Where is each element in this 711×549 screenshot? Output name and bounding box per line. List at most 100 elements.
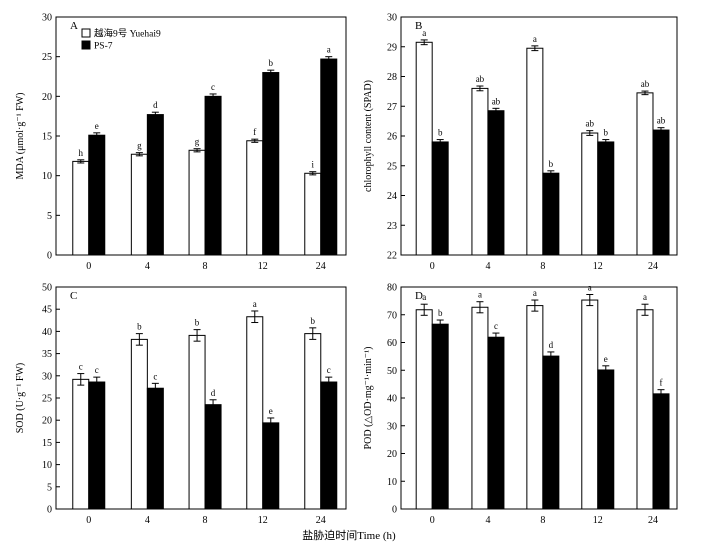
panel-c: 0 5 10 15 20 25 30 35 40 45 50 SOD (U·g⁻¹ FW) C 0 4 8 12… — [15, 283, 347, 526]
bar-ps7 — [487, 336, 505, 510]
x-tick-label: 0 — [430, 515, 435, 526]
x-tick-label: 0 — [86, 261, 91, 272]
y-tick-label: 30 — [387, 421, 397, 432]
y-tick-label: 15 — [42, 132, 52, 143]
x-tick-label: 8 — [203, 261, 208, 272]
significance-letter: h — [79, 148, 84, 158]
bar-ps7 — [320, 381, 338, 510]
significance-letter: e — [269, 406, 273, 416]
significance-letter: a — [253, 299, 257, 309]
significance-letter: a — [327, 45, 331, 55]
x-tick-label: 12 — [258, 261, 268, 272]
significance-letter: a — [588, 282, 592, 292]
y-tick-label: 20 — [387, 449, 397, 460]
legend-swatch-ps7 — [81, 40, 91, 50]
legend-label: PS-7 — [94, 42, 113, 52]
y-tick-label: 5 — [47, 211, 52, 222]
significance-letter: ab — [657, 116, 666, 126]
significance-letter: c — [95, 365, 99, 375]
bar-yuehai9 — [526, 47, 544, 256]
bar-ps7 — [262, 72, 280, 256]
y-axis-label: POD (△OD·mg⁻¹·min⁻¹) — [363, 347, 374, 450]
y-tick-label: 0 — [47, 251, 52, 262]
bar-yuehai9 — [581, 299, 599, 510]
significance-letter: ab — [476, 74, 485, 84]
bar-yuehai9 — [72, 378, 90, 510]
significance-letter: i — [312, 160, 315, 170]
y-tick-label: 15 — [42, 438, 52, 449]
bar-yuehai9 — [415, 309, 433, 510]
y-tick-label: 45 — [42, 305, 52, 316]
y-tick-label: 23 — [387, 221, 397, 232]
significance-letter: g — [195, 137, 200, 147]
significance-letter: b — [311, 316, 316, 326]
x-tick-label: 4 — [145, 261, 150, 272]
y-tick-label: 25 — [387, 161, 397, 172]
x-tick-label: 12 — [593, 261, 603, 272]
y-tick-label: 0 — [392, 505, 397, 516]
bar-yuehai9 — [246, 140, 264, 256]
significance-letter: ab — [586, 119, 595, 129]
y-tick-label: 26 — [387, 132, 397, 143]
x-tick-label: 24 — [648, 261, 658, 272]
bar-ps7 — [431, 323, 449, 510]
significance-letter: c — [153, 371, 157, 381]
x-tick-label: 4 — [145, 515, 150, 526]
x-axis-title: 盐胁迫时间Time (h) — [302, 528, 396, 542]
significance-letter: b — [438, 308, 443, 318]
y-tick-label: 70 — [387, 310, 397, 321]
y-tick-label: 30 — [387, 13, 397, 24]
bar-yuehai9 — [471, 87, 489, 256]
significance-letter: ab — [492, 96, 501, 106]
bar-ps7 — [88, 134, 106, 256]
y-tick-label: 10 — [387, 477, 397, 488]
bar-yuehai9 — [636, 92, 654, 256]
x-tick-label: 24 — [316, 261, 326, 272]
bar-ps7 — [146, 114, 164, 256]
bar-ps7 — [204, 404, 222, 510]
bar-yuehai9 — [188, 334, 206, 510]
bar-yuehai9 — [415, 41, 433, 256]
bar-yuehai9 — [72, 160, 90, 256]
significance-letter: c — [494, 321, 498, 331]
significance-letter: b — [137, 322, 142, 332]
legend-swatch-yuehai9 — [81, 28, 91, 38]
bar-yuehai9 — [636, 309, 654, 510]
bar-ps7 — [487, 110, 505, 256]
panel-d: 0 10 20 30 40 50 60 70 80 POD (△OD·mg⁻¹·min⁻¹) D 0 4… — [363, 282, 678, 526]
bar-ps7 — [542, 355, 560, 510]
significance-letter: f — [253, 127, 256, 137]
y-axis-label: MDA (μmol·g⁻¹ FW) — [15, 93, 26, 180]
significance-letter: g — [137, 141, 142, 151]
panel-label: D — [415, 290, 423, 302]
significance-letter: a — [422, 28, 426, 38]
significance-letter: d — [549, 340, 554, 350]
y-tick-label: 80 — [387, 283, 397, 294]
bar-ps7 — [597, 141, 615, 256]
y-tick-label: 5 — [47, 482, 52, 493]
y-tick-label: 22 — [387, 251, 397, 262]
y-tick-label: 0 — [47, 505, 52, 516]
significance-letter: a — [533, 34, 537, 44]
x-tick-label: 12 — [593, 515, 603, 526]
significance-letter: ab — [641, 79, 650, 89]
bar-ps7 — [597, 369, 615, 510]
bar-yuehai9 — [246, 316, 264, 510]
significance-letter: a — [533, 288, 537, 298]
significance-letter: b — [604, 128, 609, 138]
bar-ps7 — [431, 141, 449, 256]
x-tick-label: 12 — [258, 515, 268, 526]
y-tick-label: 30 — [42, 371, 52, 382]
panel-b: 22 23 24 25 26 27 28 29 30 chlorophyll content (S… — [363, 13, 678, 272]
significance-letter: d — [211, 388, 216, 398]
bar-yuehai9 — [130, 153, 148, 256]
x-tick-label: 4 — [485, 515, 490, 526]
y-tick-label: 25 — [42, 394, 52, 405]
bar-yuehai9 — [304, 172, 322, 256]
bar-ps7 — [320, 58, 338, 256]
panel-a: 0 5 10 15 20 25 30 MDA (μmol·g⁻¹ FW) A 0 4 8 12 24 h g g… — [15, 13, 347, 272]
significance-letter: c — [327, 365, 331, 375]
bar-ps7 — [204, 95, 222, 256]
y-tick-label: 30 — [42, 13, 52, 24]
